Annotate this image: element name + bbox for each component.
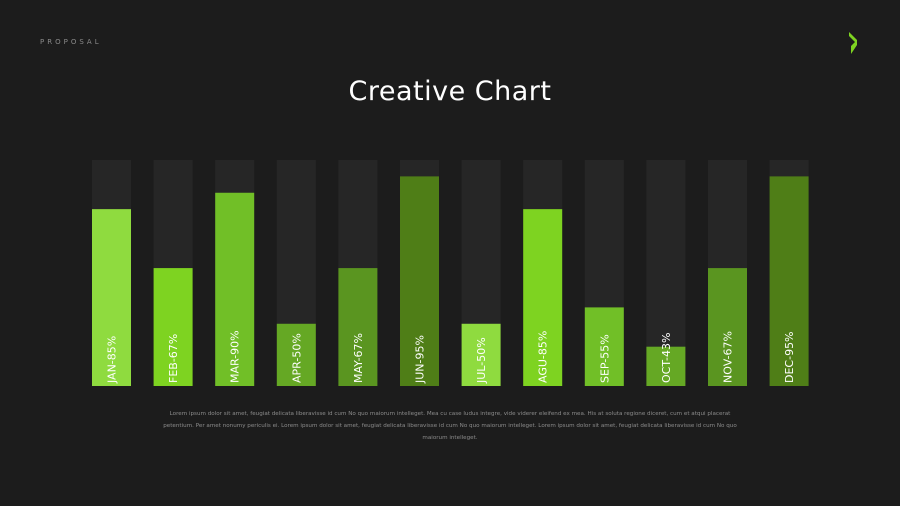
bar-label: AGU-85%: [537, 331, 550, 383]
bar-4: [338, 268, 378, 386]
bar-8: [584, 307, 624, 386]
bar-5: [400, 176, 439, 386]
body-paragraph: Lorem ipsum dolor sit amet, feugiat deli…: [163, 411, 737, 441]
bar-label: SEP-55%: [598, 334, 611, 383]
bar-11: [769, 176, 809, 386]
bar-label: JUN-95%: [414, 335, 427, 384]
bar-3: [276, 323, 316, 386]
bar-10: [708, 268, 747, 386]
bar-label: MAY-67%: [352, 333, 365, 383]
bar-0: [92, 209, 131, 386]
bar-label: APR-50%: [290, 333, 303, 383]
bar-label: JUL-50%: [475, 337, 488, 384]
bar-1: [153, 268, 193, 386]
bar-2: [215, 192, 255, 386]
bar-label: DEC-95%: [783, 331, 796, 383]
proposal-label: PROPOSAL: [40, 38, 102, 46]
bar-6: [461, 323, 501, 386]
bar-9: [646, 346, 686, 386]
bar-label: NOV-67%: [722, 331, 735, 383]
bar-label: MAR-90%: [229, 330, 242, 383]
bar-7: [523, 209, 563, 386]
bar-label: JAN-85%: [106, 336, 119, 384]
chevron-right-logo-icon: [849, 32, 857, 54]
chart-title: Creative Chart: [348, 76, 552, 107]
bar-label: OCT-43%: [660, 333, 673, 383]
bar-label: FEB-67%: [167, 334, 180, 383]
